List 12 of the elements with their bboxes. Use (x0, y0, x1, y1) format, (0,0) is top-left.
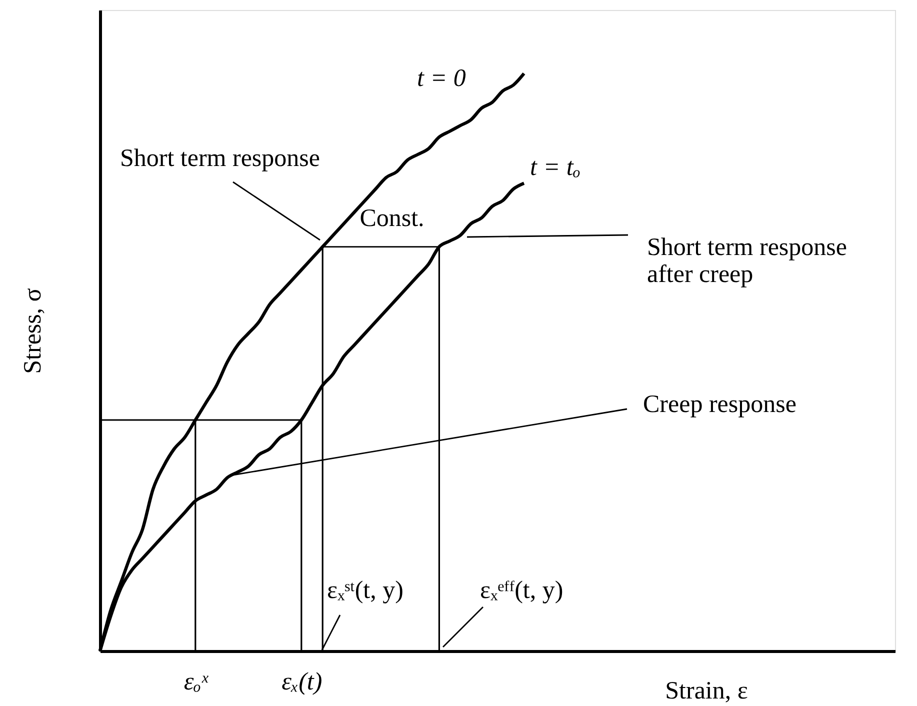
x-axis-title: Strain, ε (665, 678, 748, 704)
series-label: t = 0 (417, 65, 466, 92)
annotation: εₓˢᵗ(t, y) (327, 577, 404, 604)
x-tick-label: εₒˣ (184, 668, 209, 696)
annotation: εₓᵉᶠᶠ(t, y) (480, 577, 564, 604)
annotation: Const. (360, 205, 424, 232)
annotation: Short term response after creep (647, 234, 847, 288)
series-label: t = tₒ (530, 154, 580, 181)
x-tick-label: εₓ(t) (282, 668, 322, 696)
annotation: Creep response (643, 391, 796, 418)
annotation: Short term response (120, 145, 320, 172)
y-axis-title: Stress, σ (20, 288, 46, 374)
